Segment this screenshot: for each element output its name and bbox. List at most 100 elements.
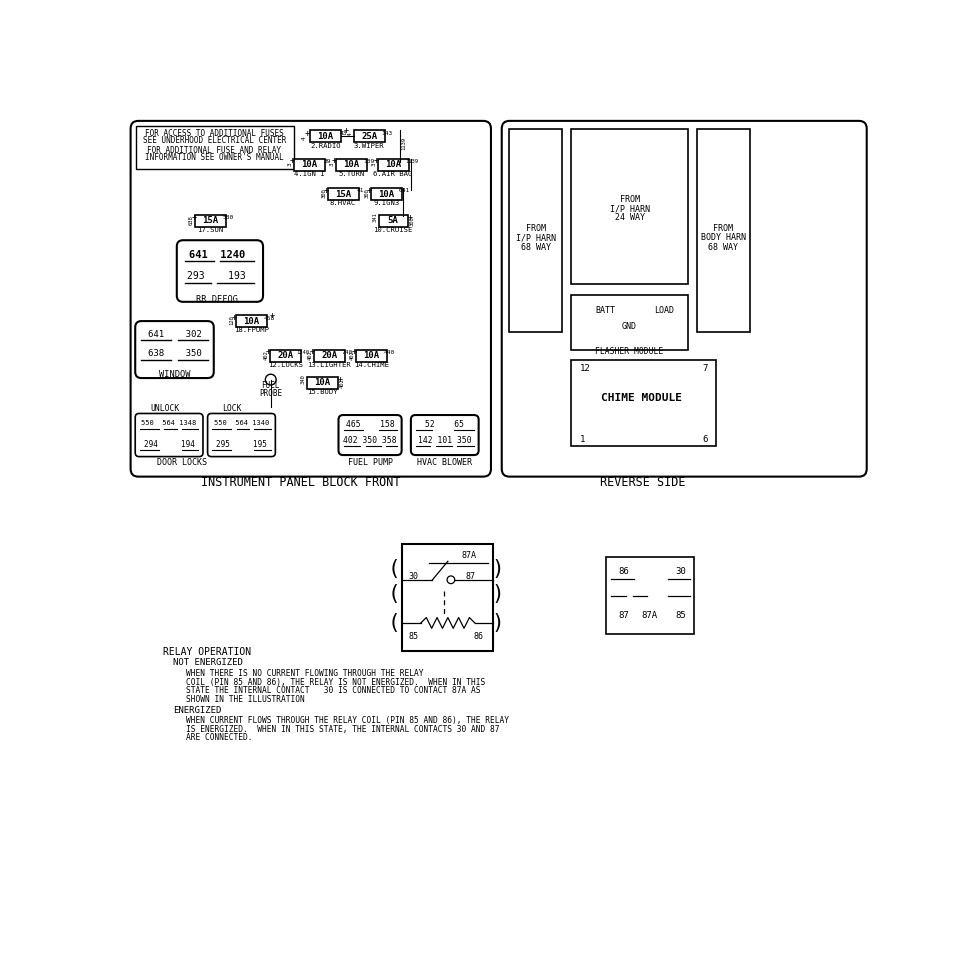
Text: FROM: FROM (620, 195, 639, 204)
Text: 12.LOCKS: 12.LOCKS (267, 362, 303, 368)
FancyBboxPatch shape (208, 414, 275, 457)
Text: 10A: 10A (317, 132, 334, 141)
Bar (571, 359, 715, 445)
Text: 402: 402 (307, 350, 312, 359)
Text: I/P HARN: I/P HARN (515, 233, 555, 243)
Text: 295     195: 295 195 (216, 440, 266, 448)
Text: 3: 3 (288, 163, 293, 166)
Text: LOCK: LOCK (223, 404, 242, 413)
Text: 30: 30 (408, 573, 418, 581)
Text: 402: 402 (349, 350, 355, 359)
Text: 638: 638 (189, 215, 194, 225)
Text: 402: 402 (340, 378, 345, 387)
Text: 3: 3 (330, 163, 335, 166)
Text: 87A: 87A (462, 552, 477, 560)
FancyBboxPatch shape (136, 321, 214, 378)
Text: 30: 30 (675, 567, 686, 576)
Bar (571, 128, 688, 284)
Text: 52    65: 52 65 (426, 420, 465, 428)
Text: RELAY OPERATION: RELAY OPERATION (163, 647, 251, 657)
Text: 8.HVAC: 8.HVAC (330, 200, 356, 206)
Text: FOR ADDITIONAL FUSE AND RELAY: FOR ADDITIONAL FUSE AND RELAY (147, 145, 282, 155)
Text: (: ( (387, 584, 400, 604)
Text: 85: 85 (408, 632, 418, 641)
Text: +: + (309, 347, 315, 357)
Text: 9.IGN3: 9.IGN3 (373, 200, 399, 206)
Bar (294, 159, 325, 171)
Text: 87: 87 (466, 573, 476, 581)
Text: 300: 300 (321, 188, 326, 198)
Text: PROBE: PROBE (260, 389, 282, 398)
Text: 25A: 25A (361, 132, 378, 141)
Text: 15A: 15A (335, 189, 351, 199)
Bar (136, 126, 294, 168)
Bar (571, 294, 688, 350)
Text: 87: 87 (618, 611, 629, 619)
Text: 10A: 10A (243, 316, 260, 326)
Text: I/P HARN: I/P HARN (610, 205, 650, 213)
Text: 341: 341 (372, 212, 377, 222)
Text: 638    350: 638 350 (147, 349, 201, 358)
Text: FUEL: FUEL (262, 381, 280, 390)
Text: +: + (344, 126, 348, 136)
Text: 14.CHIME: 14.CHIME (354, 362, 389, 368)
Text: +: + (191, 212, 196, 222)
Text: 15.BODY: 15.BODY (307, 389, 338, 395)
Text: 10A: 10A (363, 351, 380, 360)
Text: +: + (290, 157, 295, 165)
Text: 5.TURN: 5.TURN (339, 171, 365, 177)
Text: WINDOW: WINDOW (159, 371, 190, 380)
Text: CHIME MODULE: CHIME MODULE (601, 393, 682, 403)
Text: ARE CONNECTED.: ARE CONNECTED. (186, 733, 253, 742)
Text: 2.RADIO: 2.RADIO (310, 142, 341, 148)
Bar (371, 188, 402, 200)
Text: 68 WAY: 68 WAY (520, 243, 550, 251)
Text: NOT ENERGIZED: NOT ENERGIZED (173, 659, 243, 667)
Text: 340: 340 (301, 374, 305, 383)
Text: INSTRUMENT PANEL BLOCK FRONT: INSTRUMENT PANEL BLOCK FRONT (201, 476, 401, 489)
Text: +: + (338, 375, 343, 384)
FancyBboxPatch shape (339, 415, 402, 455)
Text: REVERSE SIDE: REVERSE SIDE (600, 476, 686, 489)
Text: 10A: 10A (314, 379, 331, 387)
Text: HVAC BLOWER: HVAC BLOWER (418, 458, 472, 467)
Bar (402, 544, 493, 651)
Bar (310, 130, 341, 142)
Text: 1: 1 (581, 435, 586, 445)
Text: 641  1240: 641 1240 (188, 250, 245, 260)
Text: FROM: FROM (526, 224, 546, 233)
Text: 458: 458 (264, 315, 275, 320)
Bar (378, 159, 409, 171)
Text: +: + (374, 157, 379, 165)
Text: 10.CRUISE: 10.CRUISE (374, 228, 413, 233)
Text: (: ( (387, 559, 400, 579)
Text: 6: 6 (703, 435, 709, 445)
Text: 18.FPUMP: 18.FPUMP (234, 327, 269, 334)
Bar (236, 315, 266, 327)
Text: 5A: 5A (387, 216, 398, 226)
Text: 15A: 15A (203, 216, 219, 226)
Text: 41: 41 (357, 188, 365, 193)
Bar (509, 128, 562, 332)
Text: FROM: FROM (713, 224, 734, 233)
Text: +: + (269, 312, 275, 320)
Text: ): ) (492, 584, 505, 604)
Text: 143: 143 (382, 131, 392, 136)
Text: FUEL PUMP: FUEL PUMP (347, 458, 392, 467)
Text: DOOR LOCKS: DOOR LOCKS (157, 458, 207, 467)
Text: 17.SUN: 17.SUN (197, 228, 224, 233)
Text: SEE UNDERHOOD ELECTRICAL CENTER: SEE UNDERHOOD ELECTRICAL CENTER (142, 136, 286, 144)
Bar (697, 128, 750, 332)
Text: RR DEFOG: RR DEFOG (196, 295, 238, 304)
Text: 402 350 358: 402 350 358 (344, 436, 397, 445)
FancyBboxPatch shape (411, 415, 478, 455)
Bar (306, 377, 338, 389)
Text: 142 101 350: 142 101 350 (418, 436, 471, 445)
Text: 3: 3 (372, 163, 377, 166)
Text: 87A: 87A (641, 611, 658, 619)
Text: 550  564 1340: 550 564 1340 (214, 420, 269, 425)
Text: +: + (305, 129, 309, 139)
Text: SHOWN IN THE ILLUSTRATION: SHOWN IN THE ILLUSTRATION (186, 695, 305, 704)
Text: 68 WAY: 68 WAY (709, 243, 739, 251)
Bar (356, 350, 387, 362)
